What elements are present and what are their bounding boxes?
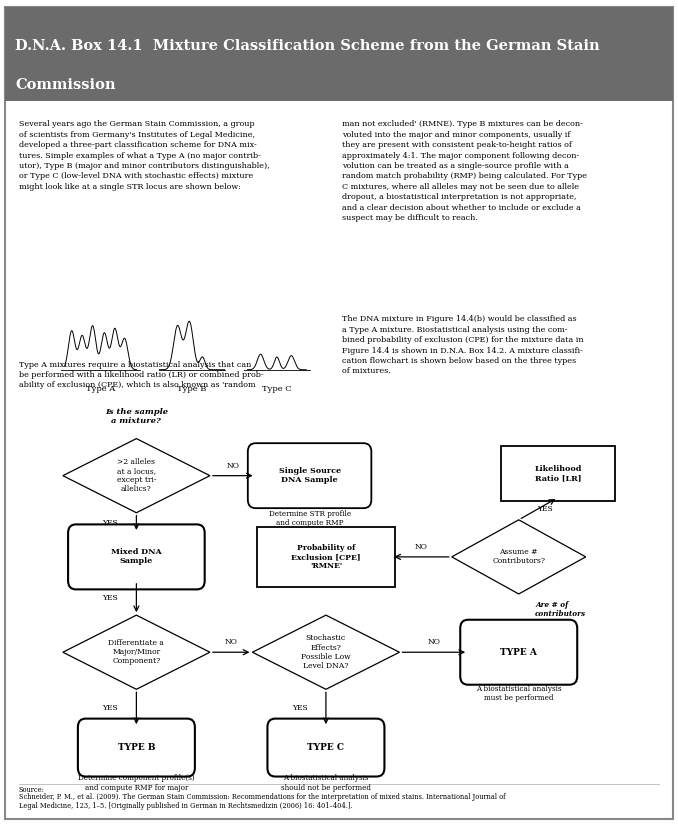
Text: Is the sample
a mixture?: Is the sample a mixture? <box>105 407 168 425</box>
FancyBboxPatch shape <box>501 446 615 501</box>
Text: >2 alleles
at a locus,
except tri-
allelics?: >2 alleles at a locus, except tri- allel… <box>117 458 156 493</box>
Text: Are # of
contributors
defined?: Are # of contributors defined? <box>535 601 586 627</box>
Text: The DNA mixture in Figure 14.4(b) would be classified as
a Type A mixture. Biost: The DNA mixture in Figure 14.4(b) would … <box>342 316 584 375</box>
Text: A biostatistical analysis
should not be performed: A biostatistical analysis should not be … <box>281 775 371 791</box>
Text: Stochastic
Effects?
Possible Low
Level DNA?: Stochastic Effects? Possible Low Level D… <box>301 634 351 670</box>
FancyBboxPatch shape <box>5 7 673 819</box>
Text: Type B: Type B <box>177 385 207 393</box>
Text: Type A: Type A <box>86 385 115 393</box>
Text: TYPE A: TYPE A <box>500 648 537 657</box>
Text: man not excluded' (RMNE). Type B mixtures can be decon-
voluted into the major a: man not excluded' (RMNE). Type B mixture… <box>342 121 587 222</box>
Text: Source:: Source: <box>19 786 45 794</box>
Text: TYPE B: TYPE B <box>118 743 155 752</box>
Text: Probability of
Exclusion [CPE]
'RMNE': Probability of Exclusion [CPE] 'RMNE' <box>291 544 361 570</box>
Text: Determine component profile(s)
and compute RMP for major: Determine component profile(s) and compu… <box>78 775 195 791</box>
FancyBboxPatch shape <box>78 719 195 776</box>
Text: NO: NO <box>415 543 428 551</box>
Text: YES: YES <box>102 519 118 527</box>
Polygon shape <box>63 615 210 690</box>
FancyBboxPatch shape <box>267 719 384 776</box>
Text: TYPE C: TYPE C <box>307 743 344 752</box>
Text: YES: YES <box>292 705 308 712</box>
Text: A biostatistical analysis
must be performed: A biostatistical analysis must be perfor… <box>476 685 561 702</box>
Text: Commission: Commission <box>15 78 115 92</box>
Text: Several years ago the German Stain Commission, a group
of scientists from German: Several years ago the German Stain Commi… <box>19 121 269 191</box>
FancyBboxPatch shape <box>460 620 577 685</box>
Text: Type C: Type C <box>262 385 292 393</box>
Text: NO: NO <box>226 462 239 470</box>
FancyBboxPatch shape <box>248 444 372 508</box>
FancyBboxPatch shape <box>258 527 395 587</box>
Text: NO: NO <box>224 638 237 646</box>
Text: Mixed DNA
Sample: Mixed DNA Sample <box>111 548 162 566</box>
Text: YES: YES <box>102 705 118 712</box>
Text: Likelihood
Ratio [LR]: Likelihood Ratio [LR] <box>534 465 582 482</box>
Text: Single Source
DNA Sample: Single Source DNA Sample <box>279 467 340 484</box>
Text: NO: NO <box>427 638 440 646</box>
FancyBboxPatch shape <box>5 7 673 101</box>
Text: YES: YES <box>102 594 118 602</box>
Text: Differentiate a
Major/Minor
Component?: Differentiate a Major/Minor Component? <box>108 639 164 666</box>
Text: D.N.A. Box 14.1  Mixture Classification Scheme from the German Stain: D.N.A. Box 14.1 Mixture Classification S… <box>15 40 599 53</box>
Polygon shape <box>63 439 210 513</box>
Text: Assume #
Contributors?: Assume # Contributors? <box>492 548 545 566</box>
FancyBboxPatch shape <box>68 525 205 590</box>
Text: Schneider, P. M., et al. (2009). The German Stain Commission: Recommendations fo: Schneider, P. M., et al. (2009). The Ger… <box>19 793 505 810</box>
Text: YES: YES <box>537 505 553 513</box>
Polygon shape <box>252 615 399 690</box>
Text: Determine STR profile
and compute RMP: Determine STR profile and compute RMP <box>268 510 351 527</box>
Text: Type A mixtures require a biostatistical analysis that can
be performed with a l: Type A mixtures require a biostatistical… <box>19 361 263 389</box>
Polygon shape <box>452 520 586 594</box>
